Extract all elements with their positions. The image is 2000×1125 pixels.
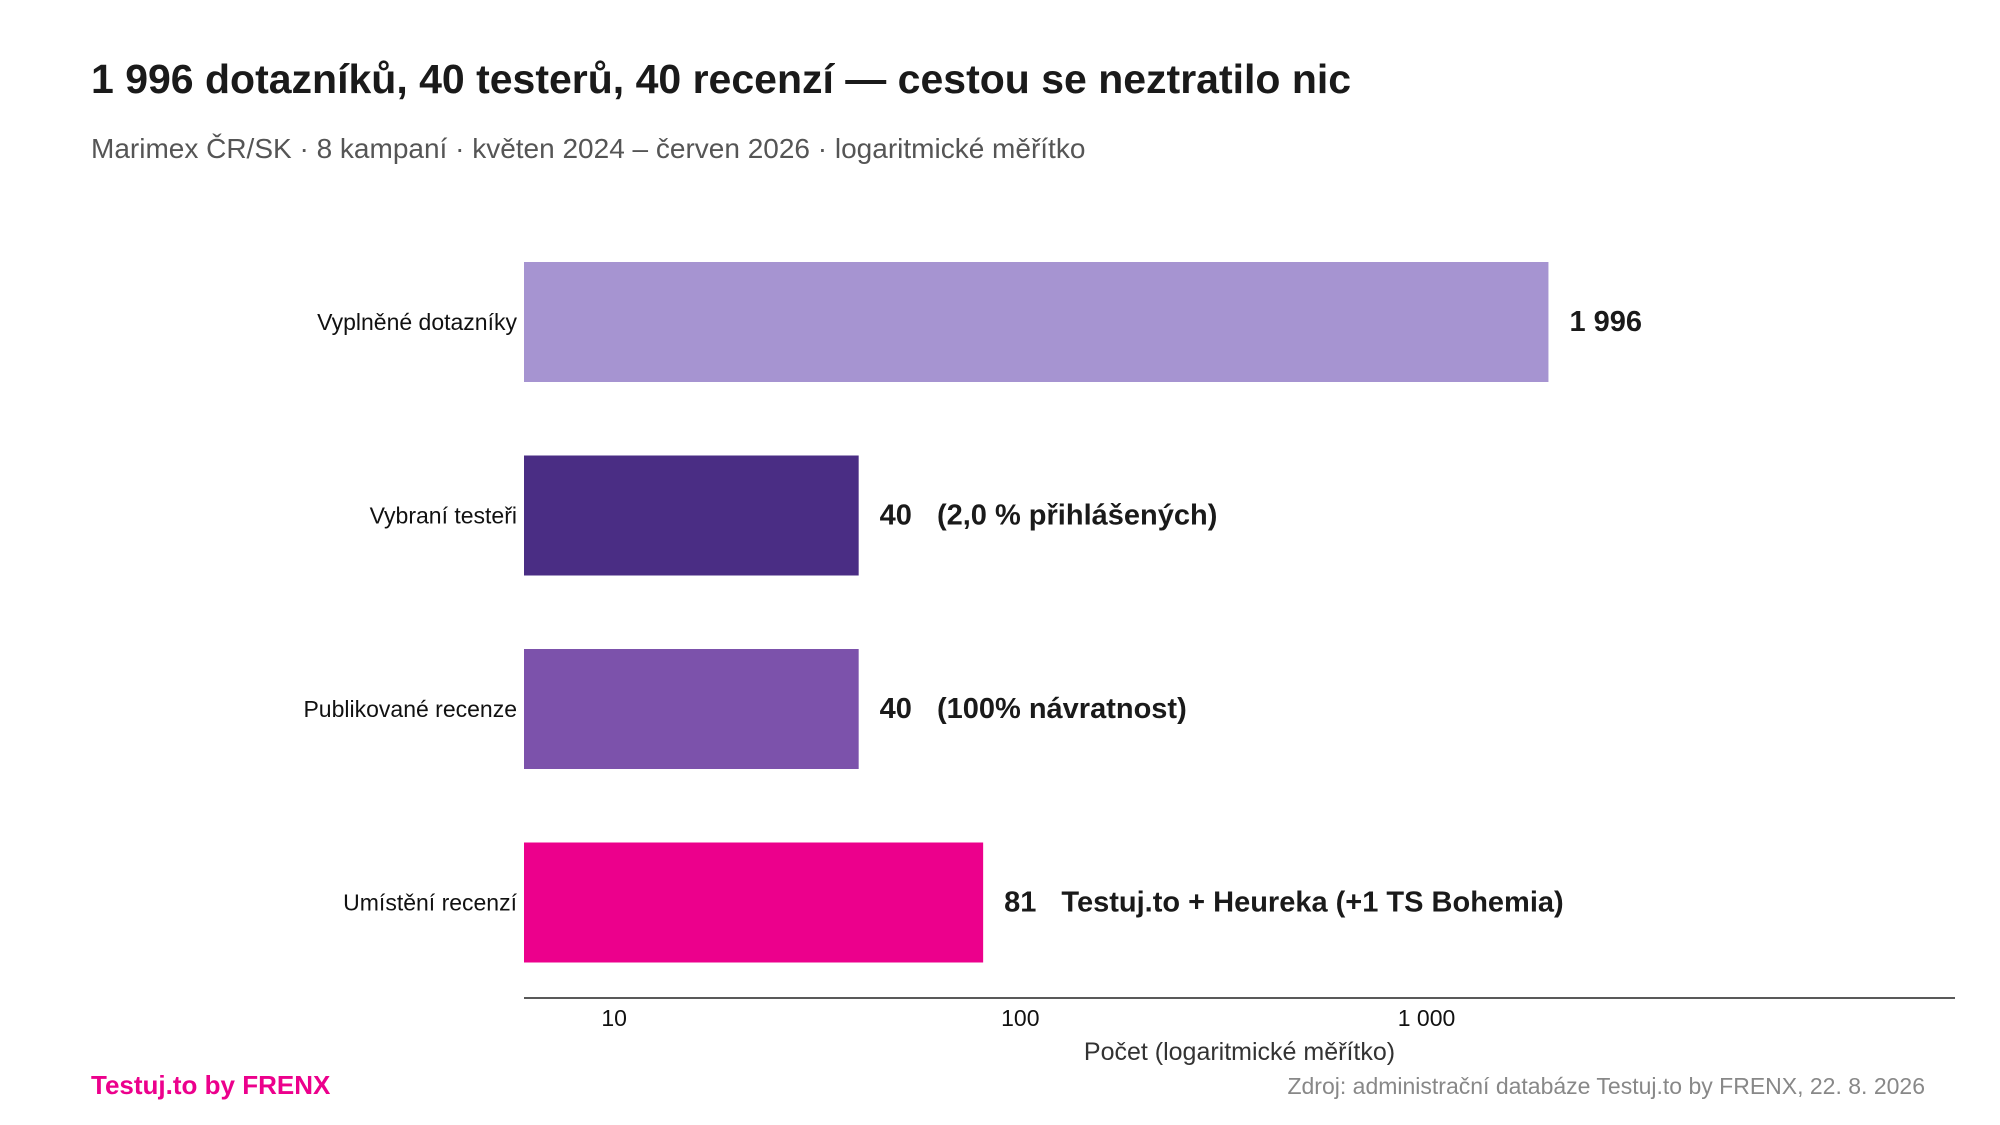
bar-2 — [524, 455, 859, 576]
x-axis-title: Počet (logaritmické měřítko) — [1084, 1038, 1395, 1066]
category-label-3: Publikované recenze — [303, 696, 517, 722]
category-label-4: Umístění recenzí — [343, 890, 517, 916]
annotation-label-3: (100% návratnost) — [937, 693, 1187, 725]
chart-subtitle: Marimex ČR/SK · 8 kampaní · květen 2024 … — [91, 133, 1086, 164]
bar-1 — [524, 262, 1549, 382]
annotation-label-2: (2,0 % přihlášených) — [937, 500, 1217, 532]
brand-logo-text: Testuj.to by FRENX — [91, 1070, 331, 1100]
value-label-1: 1 996 — [1569, 306, 1642, 338]
bar-3 — [524, 649, 859, 769]
x-tick-label-3: 1 000 — [1398, 1005, 1456, 1031]
value-label-4: 81 — [1004, 887, 1036, 919]
annotation-label-4: Testuj.to + Heureka (+1 TS Bohemia) — [1061, 887, 1563, 919]
chart-title: 1 996 dotazníků, 40 testerů, 40 recenzí … — [91, 56, 1352, 102]
bar-4 — [524, 842, 984, 963]
value-label-3: 40 — [880, 693, 912, 725]
source-note: Zdroj: administrační databáze Testuj.to … — [1287, 1073, 1925, 1099]
x-tick-label-2: 100 — [1001, 1005, 1039, 1031]
x-tick-label-1: 10 — [601, 1005, 627, 1031]
category-label-1: Vyplněné dotazníky — [317, 309, 517, 335]
category-label-2: Vybraní testeři — [370, 503, 517, 529]
value-label-2: 40 — [880, 500, 912, 532]
